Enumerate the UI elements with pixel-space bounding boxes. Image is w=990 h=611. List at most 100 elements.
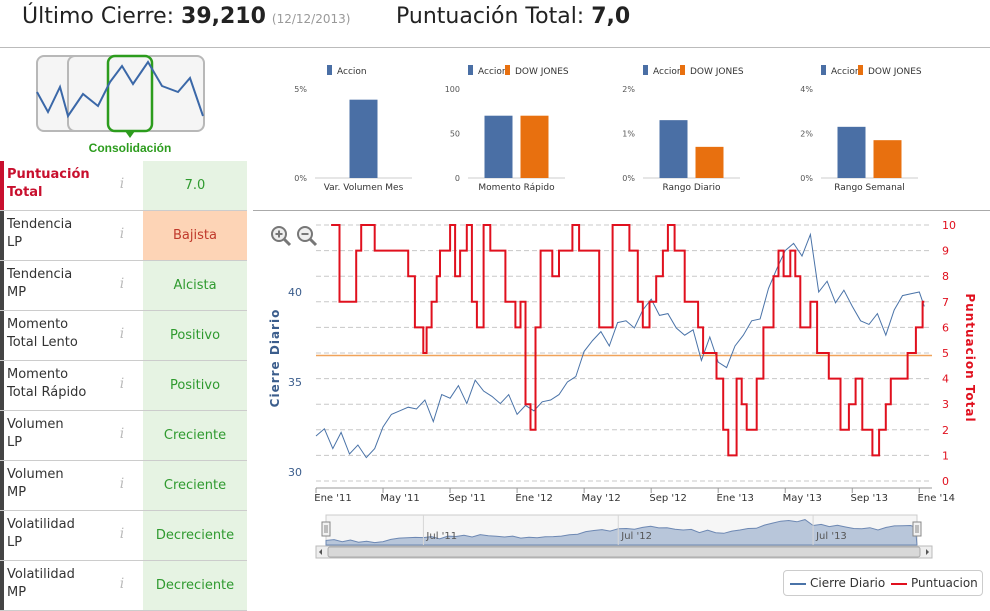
last-close-label: Último Cierre:: [22, 4, 175, 29]
bar-legend-label: Accion: [831, 67, 861, 77]
info-icon[interactable]: i: [119, 326, 125, 342]
indicator-value: Positivo: [143, 311, 247, 360]
zoom-out-icon[interactable]: [296, 225, 318, 247]
info-icon[interactable]: i: [119, 576, 125, 592]
indicator-label-line1: Tendencia: [7, 267, 73, 282]
indicator-label: Tendencia LP: [0, 211, 142, 260]
x-tick-label: May '11: [380, 493, 419, 504]
pattern-line: [36, 60, 204, 119]
indicator-label: Momento Total Rápido: [0, 361, 142, 410]
indicator-label: Volatilidad MP: [0, 561, 142, 610]
navigator-area: [325, 519, 918, 546]
navigator-handle-left[interactable]: [321, 521, 331, 537]
legend-item-price[interactable]: Cierre Diario: [790, 576, 885, 590]
bar-legend-swatch[interactable]: [680, 65, 685, 75]
legend-item-score[interactable]: Puntuacion: [891, 576, 978, 590]
navigator-handle-right[interactable]: [912, 521, 922, 537]
bar-legend-label: DOW JONES: [515, 67, 569, 77]
bar-charts: Accion 5% 0% Var. Volumen Mes Accion DOW JONE…: [294, 65, 922, 193]
bar-dow-jones[interactable]: [520, 115, 549, 178]
scroll-right-arrow-icon[interactable]: [926, 549, 929, 555]
indicator-value: 7.0: [143, 161, 247, 210]
navigator-label: Jul '11: [425, 531, 457, 542]
score-y-tick-label: 3: [942, 398, 949, 411]
bar-y-tick-label: 0%: [800, 174, 813, 183]
info-icon[interactable]: i: [119, 276, 125, 292]
indicator-label-line1: Tendencia: [7, 217, 73, 232]
legend-swatch-score: [891, 582, 907, 585]
x-tick-label: Ene '12: [515, 493, 552, 504]
indicator-row: Momento Total Lento i Positivo: [0, 311, 247, 361]
bar-dow-jones[interactable]: [873, 140, 902, 178]
x-tick-label: Ene '13: [716, 493, 753, 504]
indicator-label-line1: Volumen: [7, 417, 64, 432]
indicator-value: Alcista: [143, 261, 247, 310]
bar-legend-swatch[interactable]: [858, 65, 863, 75]
bar-legend-swatch[interactable]: [327, 65, 332, 75]
indicator-label-line2: LP: [7, 235, 23, 250]
total-score: Puntuación Total: 7,0: [396, 4, 630, 29]
score-y-tick-label: 0: [942, 475, 949, 488]
pattern-label: Consolidación: [88, 141, 172, 155]
bar-y-tick-label: 0%: [294, 174, 307, 183]
pattern-pointer-icon: [125, 131, 135, 138]
indicator-row: Momento Total Rápido i Positivo: [0, 361, 247, 411]
bar-legend-label: Accion: [478, 67, 508, 77]
bar-accion[interactable]: [349, 99, 378, 178]
score-y-tick-label: 1: [942, 449, 949, 462]
score-y-tick-label: 8: [942, 270, 949, 283]
indicator-label: Volatilidad LP: [0, 511, 142, 560]
zoom-in-icon[interactable]: [270, 225, 292, 247]
bar-accion[interactable]: [659, 120, 688, 178]
scroll-left-arrow-icon[interactable]: [319, 549, 322, 555]
score-y-tick-label: 5: [942, 347, 949, 360]
bar-x-label: Momento Rápido: [478, 183, 555, 193]
bar-chart-3: Accion DOW JONES 2% 1% 0% Rango Diario: [622, 65, 744, 193]
indicator-label-line2: MP: [7, 485, 27, 500]
bar-legend-swatch[interactable]: [643, 65, 648, 75]
indicator-label: Volumen LP: [0, 411, 142, 460]
indicator-label-line2: LP: [7, 535, 23, 550]
info-icon[interactable]: i: [119, 226, 125, 242]
total-score-label: Puntuación Total:: [396, 4, 585, 29]
indicator-label-line1: Volatilidad: [7, 517, 75, 532]
bar-legend-swatch[interactable]: [821, 65, 826, 75]
indicator-label-line2: Total Rápido: [7, 385, 87, 400]
info-icon[interactable]: i: [119, 376, 125, 392]
navigator-label: Jul '13: [815, 531, 847, 542]
scrollbar-thumb[interactable]: [327, 546, 921, 558]
bar-x-label: Rango Diario: [662, 183, 721, 193]
x-tick-label: May '12: [581, 493, 620, 504]
info-icon[interactable]: i: [119, 476, 125, 492]
score-y-tick-label: 6: [942, 321, 949, 334]
info-icon[interactable]: i: [119, 526, 125, 542]
range-navigator[interactable]: Jul '11 Jul '12 Jul '13: [315, 514, 933, 559]
bar-accion[interactable]: [837, 126, 866, 178]
indicator-value: Decreciente: [143, 561, 247, 610]
bar-legend-swatch[interactable]: [505, 65, 510, 75]
indicator-value: Creciente: [143, 411, 247, 460]
legend-label-score: Puntuacion: [911, 576, 978, 590]
bar-legend-swatch[interactable]: [468, 65, 473, 75]
indicator-label-line1: Puntuación: [7, 167, 90, 182]
indicator-label-line1: Momento: [7, 367, 69, 382]
bar-dow-jones[interactable]: [695, 146, 724, 178]
bar-chart-1: Accion 5% 0% Var. Volumen Mes: [294, 65, 412, 193]
indicator-row: Volatilidad MP i Decreciente: [0, 561, 247, 611]
indicator-label: Tendencia MP: [0, 261, 142, 310]
price-y-tick-label: 30: [288, 466, 302, 479]
bar-y-tick-label: 2%: [800, 130, 813, 139]
last-close: Último Cierre: 39,210 (12/12/2013): [22, 4, 350, 29]
total-score-row: Puntuación Total i 7.0: [0, 161, 247, 211]
score-y-tick-label: 4: [942, 373, 949, 386]
chart-legend: Cierre Diario Puntuacion: [783, 570, 983, 596]
indicator-row: Tendencia LP i Bajista: [0, 211, 247, 261]
bar-x-label: Rango Semanal: [834, 183, 905, 193]
bar-accion[interactable]: [484, 115, 513, 178]
scrollbar-track[interactable]: [315, 545, 933, 559]
score-y-tick-label: 7: [942, 296, 949, 309]
info-icon[interactable]: i: [119, 176, 125, 192]
x-tick-label: Ene '14: [918, 493, 955, 504]
info-icon[interactable]: i: [119, 426, 125, 442]
